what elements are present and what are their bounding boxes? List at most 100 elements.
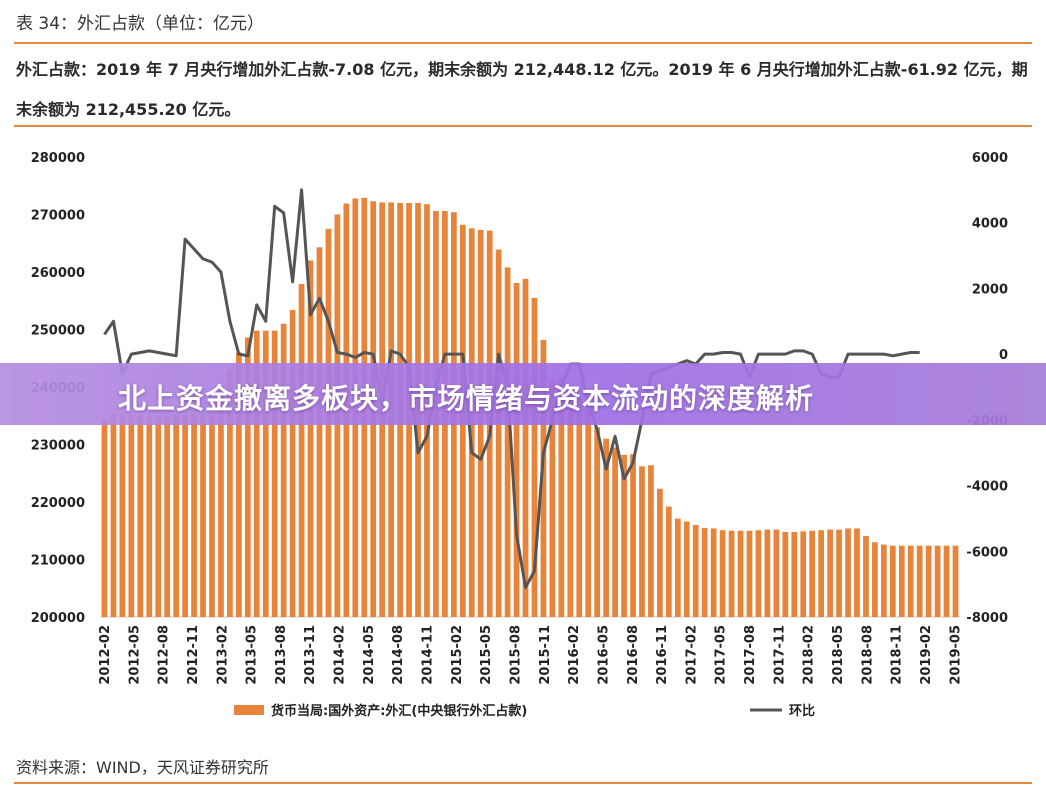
- bar: [827, 529, 833, 617]
- bar: [701, 527, 708, 618]
- right-tick-label: -6000: [966, 545, 1008, 560]
- bar: [173, 415, 180, 617]
- bar: [110, 414, 117, 617]
- bar: [692, 525, 699, 617]
- top-rule: [14, 42, 1032, 44]
- bar: [621, 454, 627, 617]
- bar: [540, 339, 547, 617]
- x-tick-label: 2018-11: [890, 625, 905, 685]
- bar: [200, 415, 206, 617]
- bar: [298, 284, 305, 617]
- bar: [657, 488, 663, 617]
- left-tick-label: 270000: [31, 209, 85, 224]
- x-tick-label: 2017-11: [772, 625, 787, 685]
- x-tick-label: 2018-05: [831, 625, 846, 685]
- x-tick-label: 2012-02: [98, 625, 113, 685]
- bar: [567, 389, 574, 617]
- line-series-path: [103, 188, 920, 589]
- bar: [773, 529, 780, 617]
- x-tick-label: 2015-05: [479, 625, 494, 685]
- bar: [244, 337, 251, 617]
- left-tick-label: 210000: [31, 554, 85, 569]
- bar: [218, 387, 224, 617]
- bar: [880, 544, 887, 617]
- right-tick-label: 6000: [972, 151, 1008, 166]
- x-tick-label: 2017-08: [743, 625, 758, 685]
- bar: [191, 414, 197, 617]
- x-tick-label: 2018-08: [860, 625, 875, 685]
- bar: [119, 413, 126, 617]
- bar: [280, 323, 287, 617]
- bar: [603, 438, 610, 617]
- x-tick-label: 2017-05: [714, 625, 729, 685]
- bar: [549, 381, 556, 617]
- x-tick-label: 2014-11: [421, 625, 436, 685]
- x-tick-label: 2013-05: [245, 625, 260, 685]
- x-tick-label: 2013-02: [215, 625, 230, 685]
- bar: [943, 545, 950, 617]
- bar: [504, 267, 511, 617]
- bar: [728, 530, 735, 617]
- tick-labels: 2000002100002200002300002400002500002600…: [31, 151, 1008, 685]
- x-tick-label: 2012-11: [186, 625, 201, 685]
- x-tick-label: 2015-11: [538, 625, 553, 685]
- bar: [585, 410, 592, 617]
- bar: [854, 528, 860, 617]
- bar: [271, 330, 278, 617]
- x-tick-label: 2017-02: [684, 625, 699, 685]
- left-tick-label: 260000: [31, 266, 85, 281]
- bar: [182, 414, 188, 617]
- bar: [227, 369, 233, 617]
- fx-reserve-chart: 2000002100002200002300002400002500002600…: [31, 151, 1008, 719]
- bar: [791, 531, 798, 617]
- bar: [907, 545, 914, 617]
- bar: [916, 545, 923, 617]
- x-tick-label: 2014-08: [391, 625, 406, 685]
- bar: [612, 447, 618, 618]
- bar: [639, 466, 645, 617]
- chart-legend: 货币当局:国外资产:外汇(中央银行外汇占款) 环比: [234, 703, 815, 719]
- bar: [934, 545, 941, 617]
- right-tick-label: 4000: [972, 217, 1008, 232]
- bar: [782, 531, 789, 617]
- bar: [764, 529, 771, 617]
- bar: [235, 352, 242, 617]
- banner-headline: 北上资金撤离多板块，市场情绪与资本流动的深度解析: [118, 382, 815, 415]
- bar: [164, 415, 171, 617]
- bar: [746, 530, 753, 617]
- bar: [710, 528, 717, 617]
- legend-line-label: 环比: [789, 703, 815, 719]
- bar: [872, 542, 878, 617]
- left-tick-label: 200000: [31, 611, 85, 626]
- x-tick-label: 2016-08: [626, 625, 641, 685]
- bar: [845, 528, 851, 617]
- left-tick-label: 220000: [31, 496, 85, 511]
- bar: [137, 415, 144, 617]
- x-tick-label: 2012-08: [157, 625, 172, 685]
- x-tick-label: 2018-02: [802, 625, 817, 685]
- right-tick-label: -8000: [966, 611, 1008, 626]
- x-tick-label: 2019-02: [919, 625, 934, 685]
- left-tick-label: 230000: [31, 439, 85, 454]
- bar: [576, 398, 583, 617]
- bar: [155, 415, 162, 617]
- bar: [683, 521, 690, 617]
- x-tick-label: 2019-05: [948, 625, 963, 685]
- x-tick-label: 2016-02: [567, 625, 582, 685]
- x-tick-label: 2015-08: [509, 625, 524, 685]
- overlay-banner: [0, 363, 1046, 425]
- bar: [898, 545, 905, 617]
- bar: [809, 530, 816, 617]
- description-rule: [14, 125, 1032, 127]
- x-tick-label: 2015-02: [450, 625, 465, 685]
- legend-bar-label: 货币当局:国外资产:外汇(中央银行外汇占款): [271, 703, 527, 719]
- right-tick-label: -4000: [966, 480, 1008, 495]
- bar: [737, 530, 744, 617]
- bar: [262, 330, 269, 617]
- left-tick-label: 280000: [31, 151, 85, 166]
- left-tick-label: 250000: [31, 324, 85, 339]
- bar: [925, 545, 932, 617]
- bar: [674, 518, 681, 617]
- bar: [558, 377, 565, 617]
- table-title: 表 34：外汇占款（单位：亿元）: [16, 14, 265, 34]
